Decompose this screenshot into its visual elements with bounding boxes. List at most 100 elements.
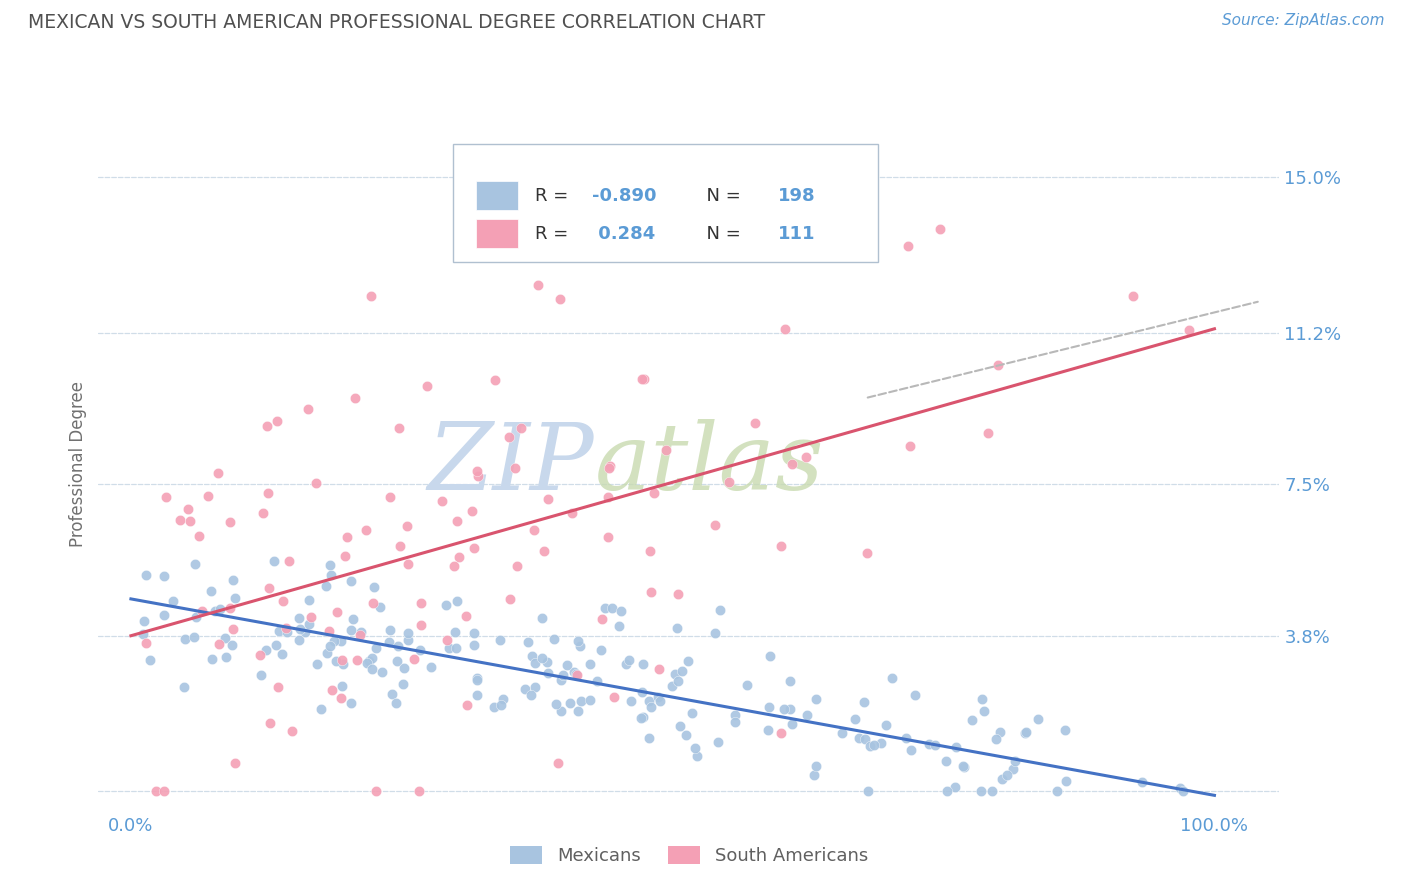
Point — [614, 657, 637, 672]
Point — [395, 519, 418, 533]
Point — [531, 610, 554, 624]
Point — [463, 625, 485, 640]
Point — [200, 584, 222, 599]
Point — [340, 574, 363, 588]
Point — [387, 654, 409, 668]
Point — [153, 569, 176, 583]
Point — [214, 631, 236, 645]
Point — [704, 517, 727, 532]
Point — [704, 626, 727, 640]
Point — [648, 694, 671, 708]
Point — [681, 706, 703, 720]
Point — [392, 677, 415, 691]
Point — [252, 507, 274, 521]
Point — [281, 723, 304, 738]
Point — [671, 664, 693, 678]
Point — [221, 638, 243, 652]
Point — [779, 673, 801, 688]
Point — [219, 515, 242, 529]
Text: atlas: atlas — [595, 419, 824, 508]
Point — [523, 657, 546, 671]
Point — [643, 486, 665, 500]
Text: Source: ZipAtlas.com: Source: ZipAtlas.com — [1222, 13, 1385, 29]
Point — [596, 530, 619, 544]
Point — [844, 712, 866, 726]
Point — [388, 420, 411, 434]
Point — [523, 680, 546, 694]
Point — [259, 715, 281, 730]
Point — [463, 638, 485, 652]
Point — [319, 639, 342, 653]
Point — [831, 726, 853, 740]
Point — [446, 594, 468, 608]
Point — [637, 731, 659, 745]
Point — [432, 494, 454, 508]
Point — [396, 633, 419, 648]
Point — [264, 638, 287, 652]
Point — [630, 371, 652, 385]
Point — [869, 735, 891, 749]
Point — [444, 641, 467, 656]
Point — [336, 530, 359, 544]
Point — [173, 680, 195, 694]
Point — [208, 602, 231, 616]
Point — [208, 637, 231, 651]
Point — [503, 461, 526, 475]
FancyBboxPatch shape — [477, 219, 517, 248]
Point — [201, 652, 224, 666]
Point — [555, 658, 578, 673]
Point — [287, 632, 309, 647]
Point — [294, 625, 316, 640]
Point — [631, 685, 654, 699]
Point — [256, 419, 278, 434]
Point — [409, 618, 432, 632]
Point — [378, 634, 401, 648]
Point — [402, 652, 425, 666]
Point — [756, 723, 779, 738]
Point — [853, 732, 876, 747]
Point — [145, 784, 167, 798]
Point — [668, 719, 690, 733]
Point — [972, 691, 994, 706]
Point — [598, 461, 620, 475]
Point — [1004, 755, 1026, 769]
Point — [139, 653, 162, 667]
Point — [591, 612, 613, 626]
Point — [562, 665, 585, 680]
Point — [191, 604, 214, 618]
Point — [330, 633, 353, 648]
Point — [675, 728, 697, 742]
Point — [396, 557, 419, 571]
Point — [169, 513, 191, 527]
Point — [619, 653, 641, 667]
Point — [344, 391, 367, 405]
Point — [596, 491, 619, 505]
Point — [218, 601, 240, 615]
Point — [735, 678, 758, 692]
Point — [717, 475, 740, 490]
Point — [631, 657, 654, 671]
Point — [988, 725, 1011, 739]
Point — [935, 754, 957, 768]
Point — [309, 701, 332, 715]
Point — [204, 603, 226, 617]
Point — [492, 691, 515, 706]
Point — [416, 379, 439, 393]
Point — [585, 674, 607, 689]
Point — [904, 688, 927, 702]
Point — [346, 653, 368, 667]
Point — [340, 696, 363, 710]
Point — [183, 631, 205, 645]
Point — [804, 759, 827, 773]
Point — [561, 506, 583, 520]
Point — [439, 641, 461, 656]
Point — [484, 373, 506, 387]
Point — [683, 740, 706, 755]
Point — [408, 784, 430, 798]
Point — [1026, 712, 1049, 726]
Point — [631, 710, 654, 724]
Point — [482, 700, 505, 714]
Point — [1173, 784, 1195, 798]
Point — [640, 700, 662, 714]
Point — [848, 731, 870, 746]
